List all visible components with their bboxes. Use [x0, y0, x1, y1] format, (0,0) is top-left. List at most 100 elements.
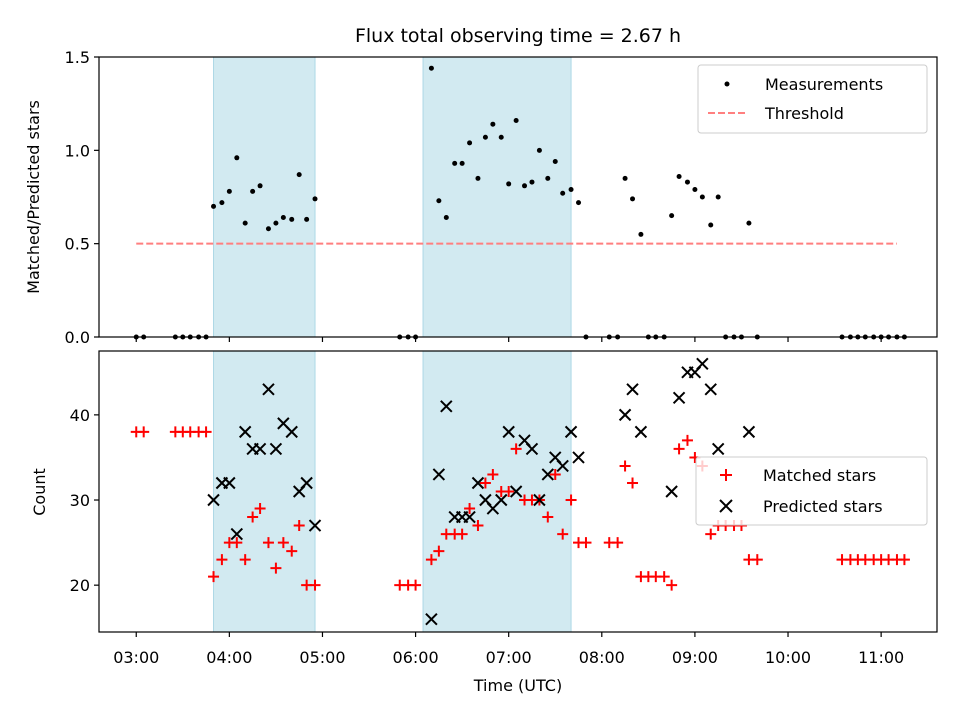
- bottom-matched-stars-point: [200, 426, 212, 438]
- bottom-predicted-stars-point: [742, 425, 756, 439]
- bottom-predicted-stars-point: [672, 391, 686, 405]
- bottom-predicted-stars-point: [572, 451, 585, 464]
- top-measurements-point: [529, 179, 535, 185]
- bottom-predicted-stars-point: [533, 493, 546, 507]
- bottom-matched-stars-point: [510, 443, 522, 455]
- bottom-matched-stars-point: [286, 545, 298, 557]
- x-tick-label: 11:00: [858, 648, 904, 667]
- top-legend: Measurements Threshold: [697, 64, 928, 134]
- top-measurements-point: [265, 226, 271, 232]
- bottom-predicted-stars-point: [704, 383, 717, 396]
- bottom-predicted-stars-point: [541, 468, 555, 481]
- top-measurements-point: [692, 187, 698, 193]
- bottom-matched-stars-point: [464, 503, 476, 515]
- bottom-legend-frame: [695, 456, 928, 526]
- top-shaded-window-0: [213, 56, 316, 338]
- bottom-predicted-stars-point: [665, 485, 678, 498]
- top-measurements-point: [436, 198, 442, 204]
- bottom-predicted-stars-point: [285, 425, 298, 439]
- bottom-predicted-stars-point: [618, 408, 632, 422]
- top-measurements-point: [490, 121, 496, 127]
- top-measurements-point: [482, 134, 488, 140]
- bottom-predicted-stars-point: [556, 459, 569, 473]
- bottom-panel: 20 30 40 03:00 04:00 05:00 06:00 07:00 08:00 09:0…: [70, 350, 938, 667]
- top-measurements-point: [304, 216, 310, 222]
- bottom-predicted-stars-point: [308, 519, 322, 532]
- bottom-matched-stars-point: [487, 468, 499, 480]
- bottom-matched-stars-point: [410, 579, 422, 591]
- top-measurements-point: [452, 160, 458, 166]
- bottom-predicted-stars-point: [463, 510, 476, 524]
- bottom-predicted-stars-point: [238, 425, 252, 439]
- bottom-matched-stars-point: [612, 537, 624, 549]
- top-measurements-point: [536, 147, 542, 153]
- top-measurements-point: [630, 196, 636, 202]
- bottom-matched-stars-point: [456, 528, 468, 540]
- bottom-matched-stars-point: [681, 434, 693, 446]
- top-measurements-point: [568, 187, 574, 193]
- bottom-predicted-stars-point: [471, 476, 485, 490]
- bottom-predicted-stars-point: [223, 476, 236, 490]
- bottom-matched-stars-point: [673, 443, 685, 455]
- bottom-y-tick-label: 30: [70, 491, 90, 510]
- bottom-matched-stars-point: [627, 477, 639, 489]
- bottom-matched-stars-point: [270, 562, 282, 574]
- bottom-y-tick-label: 20: [70, 576, 90, 595]
- bottom-predicted-stars-point: [440, 400, 453, 413]
- bottom-matched-stars-point: [277, 537, 289, 549]
- bottom-legend: Matched stars Predicted stars: [695, 456, 928, 526]
- bottom-predicted-stars-point: [269, 442, 283, 456]
- top-panel: 0.0 0.5 1.0 1.5: [65, 48, 938, 347]
- bottom-matched-stars-point: [309, 579, 321, 591]
- top-measurements-point: [684, 179, 690, 185]
- top-y-tick-label: 1.5: [65, 48, 90, 67]
- legend-predicted-label: Predicted stars: [763, 497, 883, 516]
- top-measurements-point: [746, 220, 752, 226]
- top-measurements-point: [211, 203, 217, 209]
- top-measurements-point: [289, 216, 295, 222]
- bottom-matched-stars-point: [208, 571, 220, 583]
- bottom-predicted-stars-point: [509, 485, 523, 498]
- bottom-matched-stars-point: [293, 520, 305, 532]
- top-measurements-point: [428, 65, 434, 71]
- bottom-y-axis-label: Count: [30, 468, 49, 516]
- bottom-matched-stars-point: [565, 494, 577, 506]
- bottom-matched-stars-point: [479, 477, 491, 489]
- top-legend-frame: [697, 64, 928, 134]
- top-measurements-point: [234, 155, 240, 161]
- bottom-matched-stars-point: [254, 503, 266, 515]
- top-measurements-point: [250, 188, 256, 194]
- legend-matched-label: Matched stars: [763, 466, 876, 485]
- bottom-matched-stars-point: [425, 554, 437, 566]
- bottom-matched-stars-point: [231, 537, 243, 549]
- bottom-predicted-stars-point: [253, 442, 267, 456]
- bottom-predicted-stars-point: [502, 425, 515, 439]
- bottom-matched-stars-point: [433, 545, 445, 557]
- bottom-matched-stars-point: [619, 460, 631, 472]
- top-measurements-point: [715, 194, 721, 200]
- legend-matched-marker: [720, 469, 732, 481]
- top-measurements-point: [219, 200, 225, 206]
- x-tick-label: 04:00: [206, 648, 252, 667]
- top-y-tick-label: 1.0: [65, 141, 90, 160]
- bottom-predicted-stars-point: [525, 442, 539, 456]
- top-measurements-point: [459, 160, 465, 166]
- bottom-predicted-stars-point: [300, 476, 313, 490]
- legend-measurements-marker: [724, 81, 730, 87]
- x-tick-label: 10:00: [765, 648, 811, 667]
- top-y-axis-label: Matched/Predicted stars: [24, 100, 43, 294]
- bottom-matched-stars-point: [658, 571, 670, 583]
- top-measurements-point: [576, 200, 582, 206]
- bottom-predicted-stars-point: [564, 425, 578, 439]
- bottom-predicted-stars-point: [262, 383, 275, 396]
- top-measurements-point: [467, 140, 473, 146]
- bottom-predicted-stars-point: [425, 613, 438, 626]
- x-tick-label: 05:00: [299, 648, 345, 667]
- top-measurements-point: [552, 159, 558, 165]
- bottom-predicted-stars-point: [495, 493, 508, 507]
- bottom-matched-stars-point: [138, 426, 150, 438]
- top-measurements-point: [257, 183, 263, 189]
- bottom-predicted-stars-point: [230, 527, 244, 541]
- legend-predicted-marker: [719, 499, 733, 513]
- bottom-matched-stars-point: [898, 554, 910, 566]
